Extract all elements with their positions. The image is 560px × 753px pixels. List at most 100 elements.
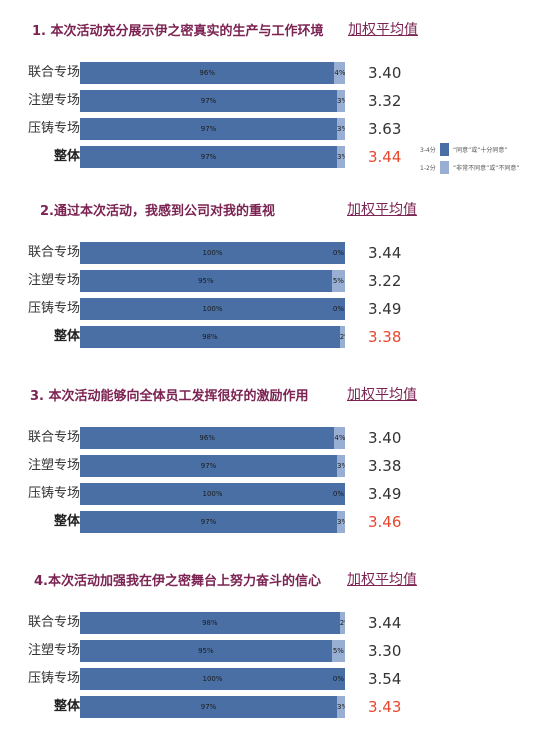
disagree-segment: 3%	[337, 511, 345, 533]
segment-value-label: 5%	[332, 277, 344, 285]
question-title: 1. 本次活动充分展示伊之密真实的生产与工作环境	[32, 24, 324, 39]
segment-value-label: 100%	[202, 305, 223, 313]
stacked-bar: 100% 0%	[80, 668, 345, 690]
bar-row: 注塑专场 95% 5% 3.30	[0, 640, 560, 662]
agree-segment: 97%	[80, 90, 338, 112]
legend-text-agree: “同意”或“十分同意”	[453, 147, 508, 154]
disagree-segment: 2%	[339, 612, 345, 634]
agree-segment: 97%	[80, 118, 338, 140]
segment-value-label: 98%	[202, 619, 218, 627]
stacked-bar: 100% 0%	[80, 242, 345, 264]
segment-value-label: 0%	[332, 490, 344, 498]
agree-segment: 98%	[80, 326, 340, 348]
weighted-average-value: 3.38	[368, 457, 402, 475]
weighted-average-value: 3.54	[368, 670, 402, 688]
disagree-segment: 4%	[334, 427, 345, 449]
category-label: 整体	[53, 514, 80, 529]
stacked-bar: 96% 4%	[80, 427, 345, 449]
weighted-average-value: 3.63	[368, 120, 402, 138]
weighted-average-value: 3.44	[368, 148, 402, 166]
question-title: 4.本次活动加强我在伊之密舞台上努力奋斗的信心	[34, 574, 321, 589]
agree-segment: 96%	[80, 427, 335, 449]
segment-value-label: 95%	[198, 277, 214, 285]
stacked-bar: 98% 2%	[80, 326, 345, 348]
stacked-bar: 95% 5%	[80, 270, 345, 292]
bar-row: 注塑专场 97% 3% 3.32	[0, 90, 560, 112]
weighted-average-value: 3.44	[368, 614, 402, 632]
category-label: 联合专场	[27, 615, 80, 630]
stacked-bar: 98% 2%	[80, 612, 345, 634]
disagree-segment: 3%	[337, 118, 345, 140]
agree-segment: 97%	[80, 455, 338, 477]
bar-row: 压铸专场 100% 0% 3.49	[0, 483, 560, 505]
legend-item-agree: 3-4分 “同意”或“十分同意”	[420, 143, 560, 157]
segment-value-label: 96%	[199, 434, 215, 442]
weighted-average-value: 3.40	[368, 429, 402, 447]
category-label: 整体	[53, 699, 80, 714]
bar-row: 整体 97% 3% 3.44	[0, 146, 560, 168]
weighted-average-value: 3.44	[368, 244, 402, 262]
stacked-bar: 100% 0%	[80, 483, 345, 505]
stacked-bar: 97% 3%	[80, 90, 345, 112]
weighted-average-header: 加权平均值	[348, 22, 418, 38]
segment-value-label: 97%	[200, 518, 217, 526]
segment-value-label: 4%	[334, 69, 345, 77]
segment-value-label: 2%	[339, 619, 345, 627]
bar-row: 整体 97% 3% 3.43	[0, 696, 560, 718]
agree-segment: 100%	[80, 242, 345, 264]
category-label: 注塑专场	[27, 93, 80, 108]
segment-value-label: 0%	[332, 675, 344, 683]
category-label: 压铸专场	[27, 486, 80, 501]
agree-segment: 95%	[80, 640, 332, 662]
segment-value-label: 4%	[334, 434, 345, 442]
category-label: 联合专场	[27, 65, 80, 80]
disagree-segment: 3%	[337, 146, 345, 168]
segment-value-label: 3%	[337, 153, 345, 161]
bar-row: 注塑专场 97% 3% 3.38	[0, 455, 560, 477]
legend-text-disagree: “非常不同意”或“不同意”	[453, 165, 520, 172]
bar-row: 压铸专场 100% 0% 3.49	[0, 298, 560, 320]
stacked-bar: 97% 3%	[80, 118, 345, 140]
bar-row: 联合专场 100% 0% 3.44	[0, 242, 560, 264]
weighted-average-value: 3.32	[368, 92, 402, 110]
question-title: 2.通过本次活动，我感到公司对我的重视	[40, 204, 275, 219]
segment-value-label: 0%	[332, 249, 344, 257]
question-title: 3. 本次活动能够向全体员工发挥很好的激励作用	[30, 389, 309, 404]
agree-segment: 100%	[80, 483, 345, 505]
agree-segment: 100%	[80, 668, 345, 690]
category-label: 注塑专场	[27, 458, 80, 473]
bar-row: 整体 98% 2% 3.38	[0, 326, 560, 348]
segment-value-label: 3%	[337, 462, 345, 470]
agree-segment: 97%	[80, 146, 338, 168]
stacked-bar: 97% 3%	[80, 455, 345, 477]
bar-row: 压铸专场 97% 3% 3.63	[0, 118, 560, 140]
segment-value-label: 5%	[332, 647, 344, 655]
disagree-segment: 3%	[337, 455, 345, 477]
segment-value-label: 100%	[202, 249, 223, 257]
segment-value-label: 97%	[200, 703, 217, 711]
agree-segment: 100%	[80, 298, 345, 320]
weighted-average-value: 3.40	[368, 64, 402, 82]
legend-swatch-disagree	[440, 161, 449, 174]
segment-value-label: 100%	[202, 675, 223, 683]
segment-value-label: 0%	[332, 305, 344, 313]
stacked-bar: 97% 3%	[80, 696, 345, 718]
segment-value-label: 95%	[198, 647, 214, 655]
segment-value-label: 96%	[199, 69, 215, 77]
stacked-bar: 95% 5%	[80, 640, 345, 662]
weighted-average-value: 3.49	[368, 485, 402, 503]
legend-item-disagree: 1-2分 “非常不同意”或“不同意”	[420, 161, 560, 175]
legend-key-disagree: 1-2分	[420, 165, 436, 172]
category-label: 注塑专场	[27, 273, 80, 288]
weighted-average-header: 加权平均值	[347, 572, 417, 588]
bar-row: 注塑专场 95% 5% 3.22	[0, 270, 560, 292]
bar-row: 联合专场 98% 2% 3.44	[0, 612, 560, 634]
category-label: 压铸专场	[27, 671, 80, 686]
weighted-average-value: 3.22	[368, 272, 402, 290]
weighted-average-value: 3.49	[368, 300, 402, 318]
stacked-bar: 100% 0%	[80, 298, 345, 320]
stacked-bar: 97% 3%	[80, 146, 345, 168]
weighted-average-value: 3.38	[368, 328, 402, 346]
disagree-segment: 5%	[331, 640, 345, 662]
agree-segment: 97%	[80, 696, 338, 718]
